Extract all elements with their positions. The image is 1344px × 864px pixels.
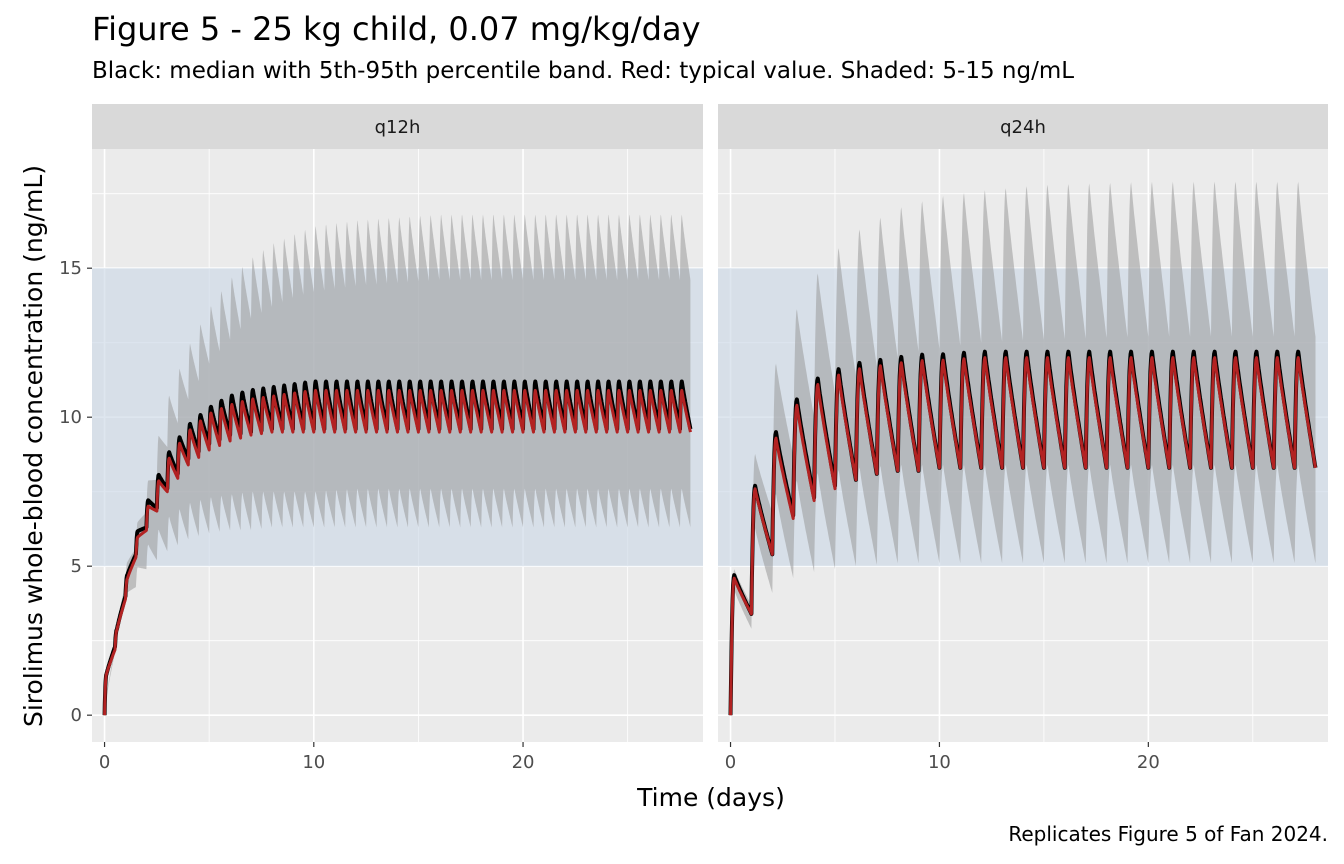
- x-tick-label: 0: [99, 752, 110, 773]
- panel-q24h: q24h 0 10 20: [718, 104, 1328, 773]
- y-tick-label: 10: [59, 407, 82, 428]
- facet-strip-label: q12h: [375, 117, 421, 138]
- facet-strip: [92, 104, 703, 149]
- chart-subtitle: Black: median with 5th-95th percentile b…: [92, 58, 1075, 84]
- facet-strip-label: q24h: [1000, 117, 1046, 138]
- y-tick-label: 5: [71, 556, 82, 577]
- percentile-band: [104, 214, 691, 716]
- panel-q12h: q12h 0 10 20 0 5 10 15: [59, 104, 703, 773]
- y-axis-title: Sirolimus whole-blood concentration (ng/…: [19, 165, 48, 727]
- typical-value-line: [103, 388, 692, 716]
- facet-strip: [718, 104, 1328, 149]
- x-tick-label: 10: [302, 752, 325, 773]
- x-tick-label: 0: [725, 752, 736, 773]
- chart-caption: Replicates Figure 5 of Fan 2024.: [1008, 822, 1328, 846]
- y-tick-label: 0: [71, 705, 82, 726]
- chart-title: Figure 5 - 25 kg child, 0.07 mg/kg/day: [92, 10, 701, 48]
- y-tick-label: 15: [59, 258, 82, 279]
- x-tick-label: 10: [928, 752, 951, 773]
- x-tick-label: 20: [512, 752, 535, 773]
- x-axis-title: Time (days): [636, 783, 785, 812]
- x-tick-label: 20: [1137, 752, 1160, 773]
- typical-value-line: [729, 356, 1317, 716]
